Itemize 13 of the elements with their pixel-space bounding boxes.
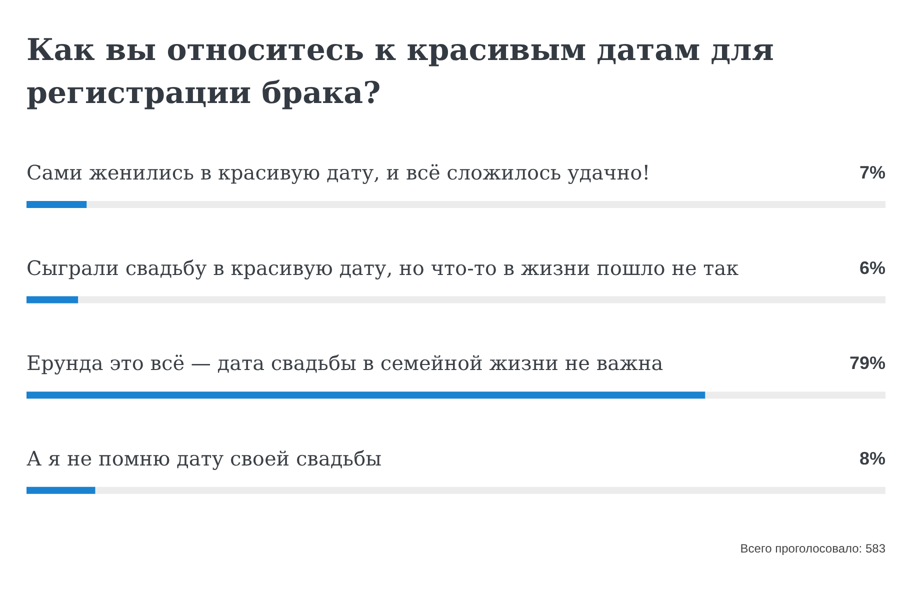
text: Всего проголосовало: 583 [740,542,886,556]
chart-title: Как вы относитесь к красивым датам для регистрации брака? [26,33,774,111]
data-label: 7% [859,162,886,182]
y-tick-label: Ерунда это всё — дата свадьбы в семейной жизни не важна [26,351,664,376]
bar [26,201,87,208]
y-tick-label: Сами женились в красивую дату, и всё сложилось удачно! [26,160,650,184]
data-label: 6% [859,258,886,278]
bar [26,296,78,304]
data-label: 8% [859,448,886,468]
data-label: 79% [849,353,886,374]
y-tick-label: А я не помню дату своей свадьбы [26,446,382,470]
y-tick-label: Сыграли свадьбу в красивую дату, но что-то в жизни пошло не так [26,256,740,280]
bar [26,486,96,494]
